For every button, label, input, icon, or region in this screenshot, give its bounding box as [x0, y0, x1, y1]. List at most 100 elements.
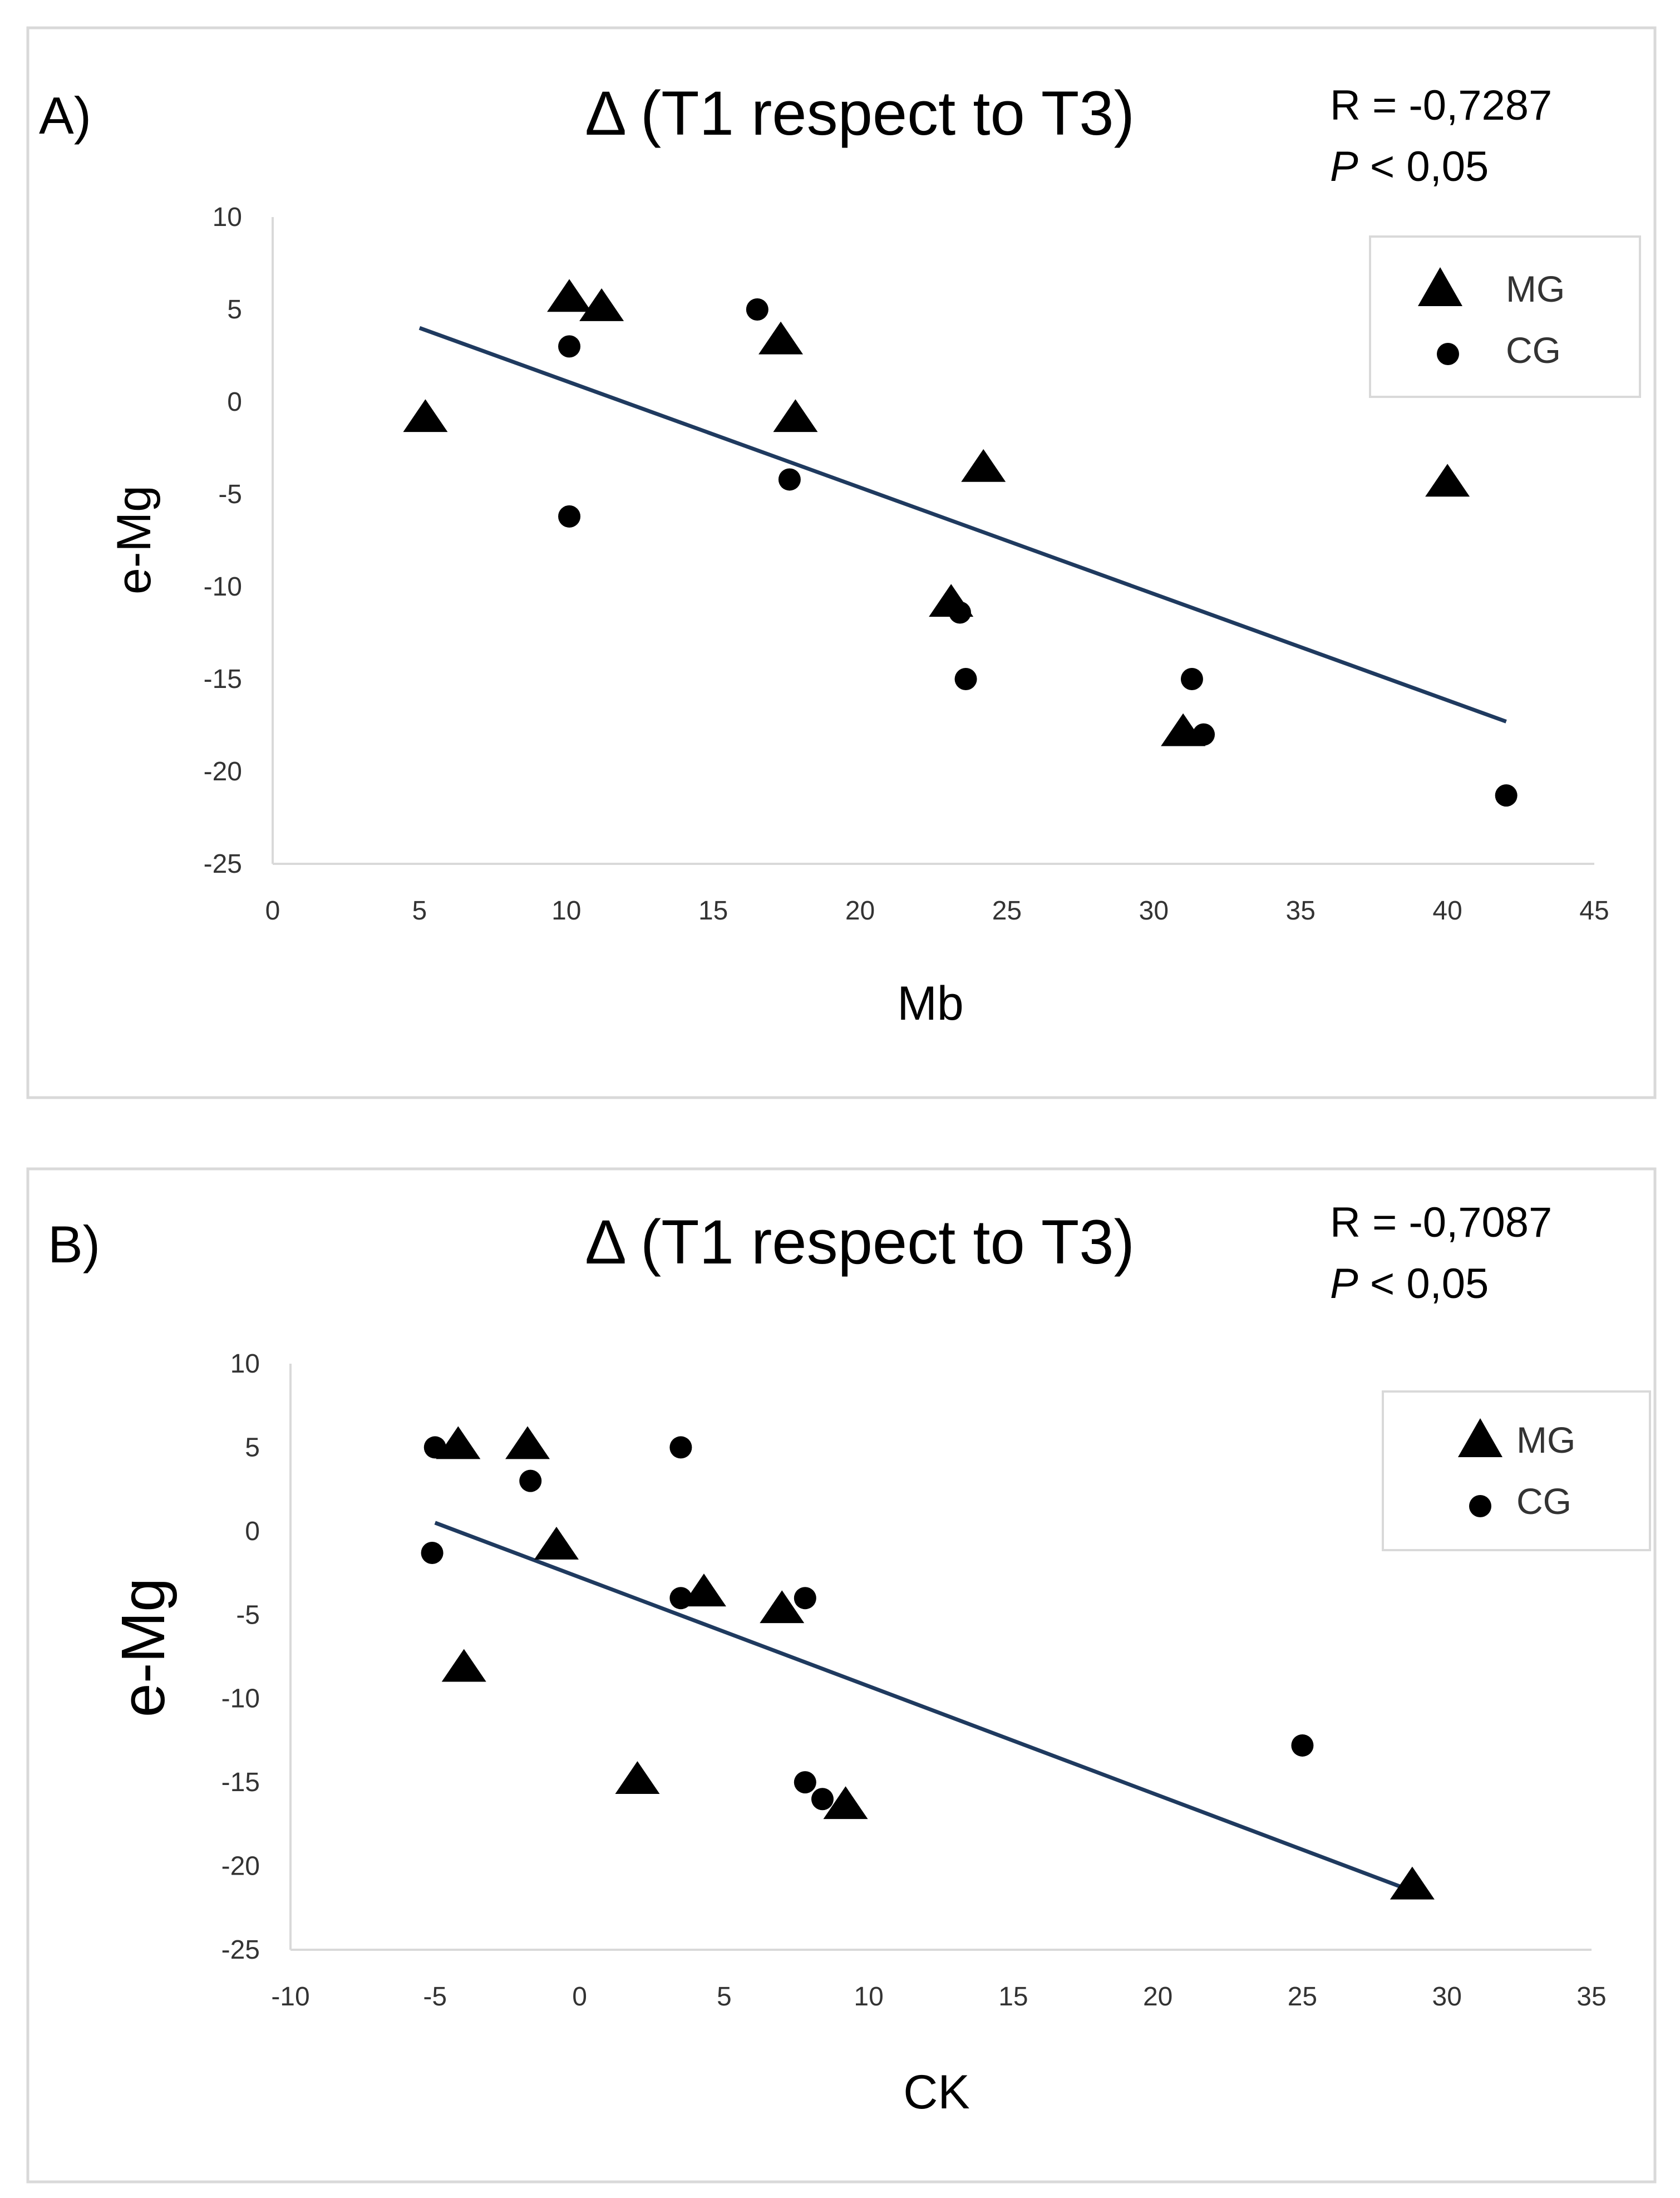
cg-circle-point — [558, 335, 581, 358]
mg-triangle-point — [681, 1573, 726, 1607]
cg-circle-point — [954, 668, 977, 690]
panel-a-label: A) — [39, 86, 91, 145]
panel-b-p-value: P < 0,05 — [1330, 1260, 1489, 1307]
panel-a-xtick: 0 — [265, 896, 280, 926]
cg-circle-point — [1193, 723, 1215, 746]
panel-a-ytick: 0 — [227, 387, 242, 417]
panel-a-ytick: -20 — [204, 757, 242, 786]
panel-a-title: Δ (T1 respect to T3) — [585, 78, 1135, 148]
panel-b-ytick: 5 — [245, 1433, 260, 1462]
mg-triangle-point — [1425, 464, 1470, 497]
panel-b-y-title: e-Mg — [109, 1578, 178, 1718]
panel-b-legend: MG CG — [1382, 1390, 1651, 1551]
panel-b-p-symbol: P — [1330, 1260, 1358, 1307]
panel-b-ytick: -10 — [221, 1684, 260, 1714]
panel-a-p-symbol: P — [1330, 143, 1358, 190]
panel-a-xtick: 5 — [412, 896, 427, 926]
panel-a-xtick: 35 — [1286, 896, 1316, 926]
panel-b: B) Δ (T1 respect to T3) R = -0,7087 P < … — [26, 1167, 1657, 2184]
panel-b-ytick: 0 — [245, 1517, 260, 1546]
cg-circle-point — [794, 1771, 816, 1794]
panel-a-p-value: P < 0,05 — [1330, 143, 1489, 190]
panel-a-y-title: e-Mg — [107, 485, 161, 594]
panel-b-legend-cg: CG — [1516, 1481, 1571, 1522]
panel-a-ytick: 5 — [227, 295, 242, 324]
panel-b-legend-box — [1382, 1390, 1651, 1551]
panel-b-r-value: R = -0,7087 — [1330, 1199, 1552, 1246]
panel-a-legend: MG CG — [1369, 235, 1641, 398]
mg-triangle-point — [758, 321, 804, 355]
panel-a-xtick: 45 — [1579, 896, 1609, 926]
panel-a-y-ticks: 10 5 0 -5 -10 -15 -20 -25 — [204, 203, 242, 879]
panel-a-ytick: -5 — [218, 480, 242, 509]
panel-b-xtick: 0 — [572, 1982, 587, 2012]
mg-triangle-point — [1390, 1866, 1435, 1900]
mg-triangle-point — [547, 279, 592, 312]
cg-circle-point — [669, 1587, 692, 1610]
panel-b-xtick: 25 — [1288, 1982, 1317, 2012]
panel-b-xtick: 15 — [998, 1982, 1028, 2012]
panel-a-xtick: 20 — [845, 896, 875, 926]
panel-b-label: B) — [48, 1215, 100, 1273]
mg-triangle-point — [534, 1526, 579, 1560]
panel-a-p-rest: < 0,05 — [1358, 143, 1489, 190]
panel-b-x-title: CK — [903, 2066, 969, 2119]
panel-b-xtick: 30 — [1432, 1982, 1462, 2012]
panel-b-x-ticks: -10 -5 0 5 10 15 20 25 30 35 — [271, 1982, 1606, 2012]
panel-b-ytick: -5 — [236, 1600, 260, 1630]
panel-b-xtick: 20 — [1143, 1982, 1172, 2012]
panel-b-ytick: -15 — [221, 1768, 260, 1797]
panel-a-trendline — [418, 326, 1507, 724]
panel-a-points — [403, 279, 1518, 807]
panel-a-x-title: Mb — [897, 977, 963, 1030]
panel-a-legend-box — [1369, 235, 1641, 398]
mg-triangle-point — [773, 399, 818, 432]
panel-a-r-value: R = -0,7287 — [1330, 82, 1552, 129]
panel-b-legend-mg: MG — [1516, 1419, 1575, 1461]
panel-b-frame — [26, 1167, 1657, 2184]
panel-a-ytick: -15 — [204, 665, 242, 694]
cg-circle-point — [1495, 784, 1518, 807]
panel-b-xtick: 5 — [717, 1982, 732, 2012]
panel-b-trendline — [434, 1521, 1405, 1890]
cg-circle-point — [794, 1587, 816, 1610]
mg-triangle-point — [579, 288, 624, 321]
cg-circle-point — [421, 1541, 444, 1564]
panel-b-p-rest: < 0,05 — [1358, 1260, 1489, 1307]
panel-b-title: Δ (T1 respect to T3) — [585, 1207, 1135, 1277]
panel-b-ytick: -25 — [221, 1935, 260, 1965]
panel-b-points — [421, 1426, 1435, 1900]
panel-a: A) Δ (T1 respect to T3) R = -0,7287 P < … — [26, 26, 1657, 1099]
panel-b-xtick: -5 — [423, 1982, 447, 2012]
panel-b-xtick: 10 — [854, 1982, 883, 2012]
cg-circle-point — [811, 1788, 834, 1811]
panel-b-ytick: 10 — [230, 1349, 260, 1379]
cg-circle-point — [778, 468, 801, 491]
cg-circle-point — [519, 1469, 542, 1492]
cg-circle-point — [949, 601, 971, 624]
panel-a-xtick: 10 — [551, 896, 581, 926]
cg-circle-point — [746, 298, 768, 321]
panel-a-xtick: 30 — [1139, 896, 1169, 926]
cg-circle-point — [1291, 1734, 1314, 1757]
panel-a-legend-cg: CG — [1506, 330, 1561, 371]
panel-b-ytick: -20 — [221, 1852, 260, 1881]
cg-circle-point — [1180, 668, 1203, 690]
mg-triangle-point — [961, 449, 1006, 482]
panel-a-ytick: 10 — [213, 203, 242, 232]
panel-a-xtick: 15 — [698, 896, 728, 926]
panel-b-y-ticks: 10 5 0 -5 -10 -15 -20 -25 — [221, 1349, 260, 1965]
mg-triangle-point — [760, 1590, 805, 1624]
panel-a-legend-circle-icon — [1437, 343, 1459, 365]
panel-a-legend-mg: MG — [1506, 268, 1565, 309]
panel-b-legend-circle-icon — [1469, 1495, 1491, 1517]
panel-a-xtick: 40 — [1432, 896, 1462, 926]
cg-circle-point — [558, 505, 581, 528]
mg-triangle-point — [615, 1761, 660, 1794]
mg-triangle-point — [436, 1426, 481, 1459]
panel-a-ytick: -10 — [204, 572, 242, 602]
panel-b-xtick: -10 — [271, 1982, 309, 2012]
panel-a-frame — [26, 26, 1657, 1099]
mg-triangle-point — [505, 1426, 550, 1459]
